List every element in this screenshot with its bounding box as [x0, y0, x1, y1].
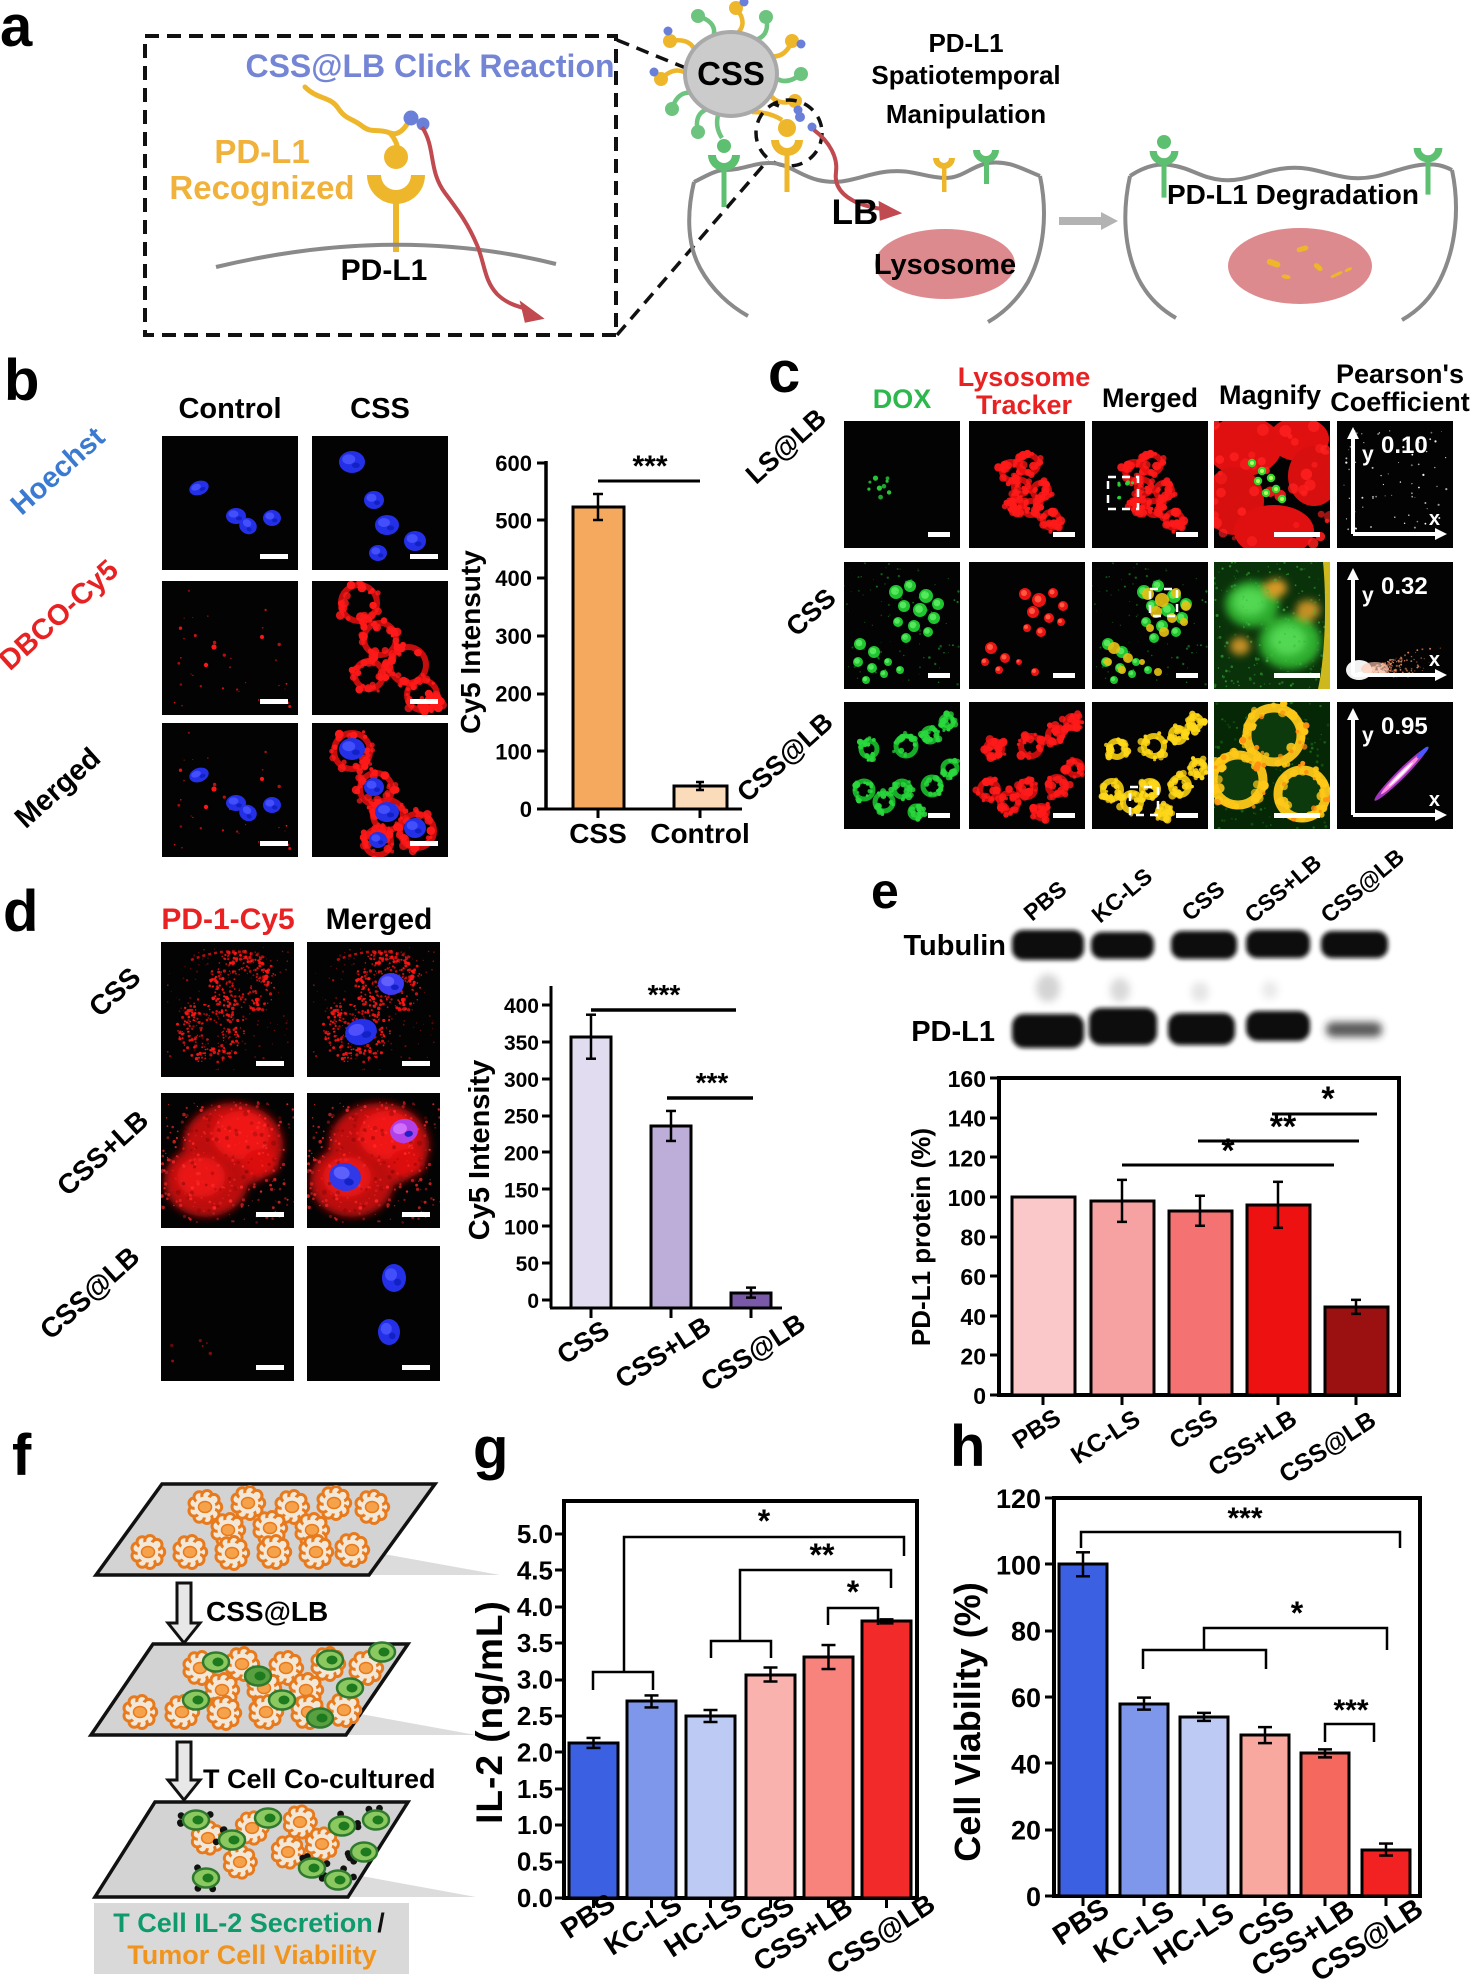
svg-text:*: *: [1321, 1080, 1335, 1118]
svg-text:Coefficient: Coefficient: [1330, 387, 1470, 417]
svg-text:x: x: [1429, 649, 1440, 671]
svg-text:Tracker: Tracker: [976, 390, 1073, 420]
svg-text:Lysosome: Lysosome: [874, 249, 1016, 281]
svg-text:DOX: DOX: [873, 384, 932, 414]
svg-text:PD-L1 Degradation: PD-L1 Degradation: [1167, 179, 1419, 210]
svg-text:y: y: [1362, 724, 1374, 747]
svg-text:250: 250: [504, 1106, 539, 1129]
svg-text:c: c: [768, 340, 800, 405]
svg-text:100: 100: [948, 1185, 986, 1211]
svg-text:100: 100: [504, 1216, 539, 1239]
svg-text:Manipulation: Manipulation: [886, 99, 1046, 129]
svg-text:120: 120: [948, 1145, 986, 1171]
svg-text:20: 20: [960, 1343, 986, 1369]
svg-text:Merged: Merged: [326, 903, 433, 936]
svg-text:PD-L1: PD-L1: [928, 28, 1003, 58]
svg-text:Recognized: Recognized: [169, 169, 354, 206]
svg-text:0.32: 0.32: [1381, 573, 1428, 600]
svg-text:***: ***: [696, 1067, 729, 1098]
svg-text:y: y: [1362, 443, 1374, 466]
svg-text:500: 500: [495, 509, 532, 534]
svg-text:300: 300: [504, 1069, 539, 1092]
svg-text:x: x: [1429, 789, 1440, 811]
svg-text:d: d: [3, 879, 38, 944]
svg-text:350: 350: [504, 1032, 539, 1055]
svg-text:LB: LB: [832, 193, 879, 232]
svg-text:b: b: [4, 348, 39, 413]
svg-text:PD-L1: PD-L1: [341, 254, 428, 287]
svg-text:40: 40: [960, 1304, 986, 1330]
svg-text:PD-L1 protein (%): PD-L1 protein (%): [906, 1128, 936, 1346]
svg-text:400: 400: [495, 566, 532, 591]
svg-text:PD-L1: PD-L1: [911, 1016, 995, 1048]
svg-text:0.95: 0.95: [1381, 713, 1428, 740]
svg-text:CSS: CSS: [569, 818, 627, 849]
svg-text:***: ***: [632, 450, 667, 483]
svg-text:f: f: [12, 1423, 32, 1488]
svg-text:CSS: CSS: [350, 393, 410, 425]
svg-text:Cy5 Intensuty: Cy5 Intensuty: [455, 550, 486, 734]
svg-text:600: 600: [495, 451, 532, 476]
svg-text:0.10: 0.10: [1381, 432, 1428, 459]
svg-text:60: 60: [960, 1264, 986, 1290]
svg-text:200: 200: [504, 1143, 539, 1166]
svg-text:300: 300: [495, 624, 532, 649]
svg-text:Merged: Merged: [1102, 383, 1198, 413]
svg-text:400: 400: [504, 995, 539, 1018]
svg-text:**: **: [1270, 1108, 1297, 1146]
svg-text:a: a: [0, 0, 33, 59]
svg-text:PD-1-Cy5: PD-1-Cy5: [161, 903, 294, 936]
svg-text:e: e: [871, 863, 899, 919]
svg-text:50: 50: [516, 1253, 539, 1276]
svg-text:160: 160: [948, 1066, 986, 1092]
svg-text:PD-L1: PD-L1: [214, 133, 309, 170]
svg-text:CSS@LB Click Reaction: CSS@LB Click Reaction: [245, 48, 614, 84]
svg-text:100: 100: [495, 739, 532, 764]
svg-text:Control: Control: [178, 393, 281, 425]
svg-text:Lysosome: Lysosome: [958, 362, 1091, 392]
svg-text:Magnify: Magnify: [1219, 380, 1321, 410]
svg-text:0: 0: [973, 1383, 986, 1409]
svg-text:80: 80: [960, 1225, 986, 1251]
svg-text:CSS@LB: CSS@LB: [206, 1596, 328, 1627]
svg-text:200: 200: [495, 682, 532, 707]
svg-text:Cy5 Intensity: Cy5 Intensity: [464, 1060, 496, 1241]
svg-text:***: ***: [648, 979, 681, 1010]
svg-text:140: 140: [948, 1106, 986, 1132]
svg-text:y: y: [1362, 584, 1374, 607]
svg-text:Control: Control: [650, 818, 750, 849]
svg-text:Tubulin: Tubulin: [903, 930, 1006, 962]
svg-text:0: 0: [527, 1290, 539, 1313]
svg-text:CSS: CSS: [697, 55, 765, 92]
svg-text:x: x: [1429, 508, 1440, 530]
svg-text:*: *: [1221, 1132, 1235, 1170]
svg-text:Pearson's: Pearson's: [1336, 359, 1464, 389]
svg-text:0: 0: [520, 797, 532, 822]
svg-text:Spatiotemporal: Spatiotemporal: [871, 60, 1060, 90]
svg-text:150: 150: [504, 1179, 539, 1202]
